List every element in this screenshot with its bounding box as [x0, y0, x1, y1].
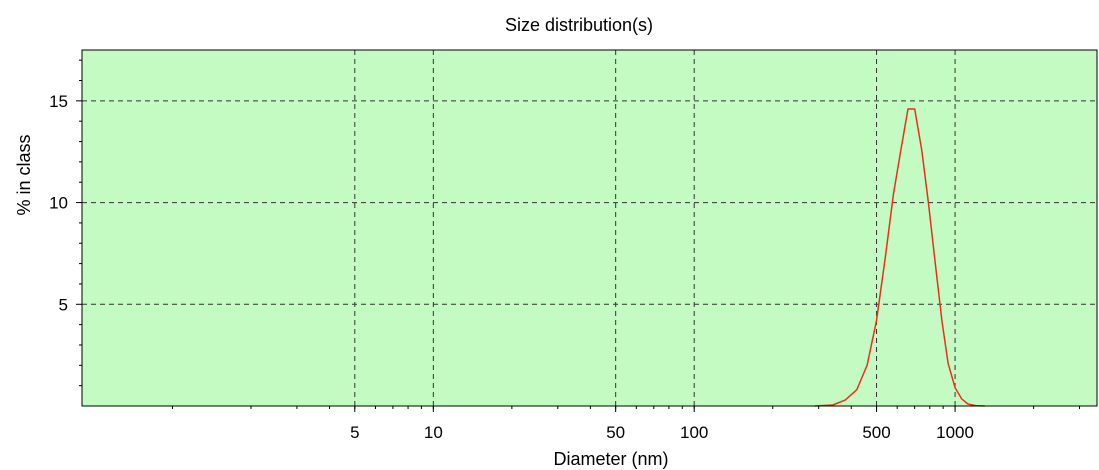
x-tick-label: 10	[424, 423, 443, 442]
plot-frame	[81, 49, 1098, 407]
grid-lines	[82, 50, 1097, 406]
x-tick-label: 50	[606, 423, 625, 442]
plot-area	[82, 50, 1097, 406]
x-axis-ticks: 5 10 50 100 500 1000	[171, 406, 1081, 442]
distribution-line	[814, 108, 985, 407]
y-axis-label: % in class	[14, 134, 34, 215]
x-tick-label: 1000	[936, 423, 974, 442]
x-axis-label: Diameter (nm)	[553, 449, 668, 469]
y-tick-label: 5	[59, 295, 68, 314]
y-tick-label: 15	[49, 92, 68, 111]
chart-title: Size distribution(s)	[505, 15, 653, 35]
x-tick-label: 100	[680, 423, 708, 442]
y-tick-label: 10	[49, 194, 68, 213]
x-tick-label: 5	[350, 423, 359, 442]
y-axis-ticks: 5 10 15	[49, 59, 82, 387]
series-layer	[814, 108, 985, 407]
x-tick-label: 500	[862, 423, 890, 442]
